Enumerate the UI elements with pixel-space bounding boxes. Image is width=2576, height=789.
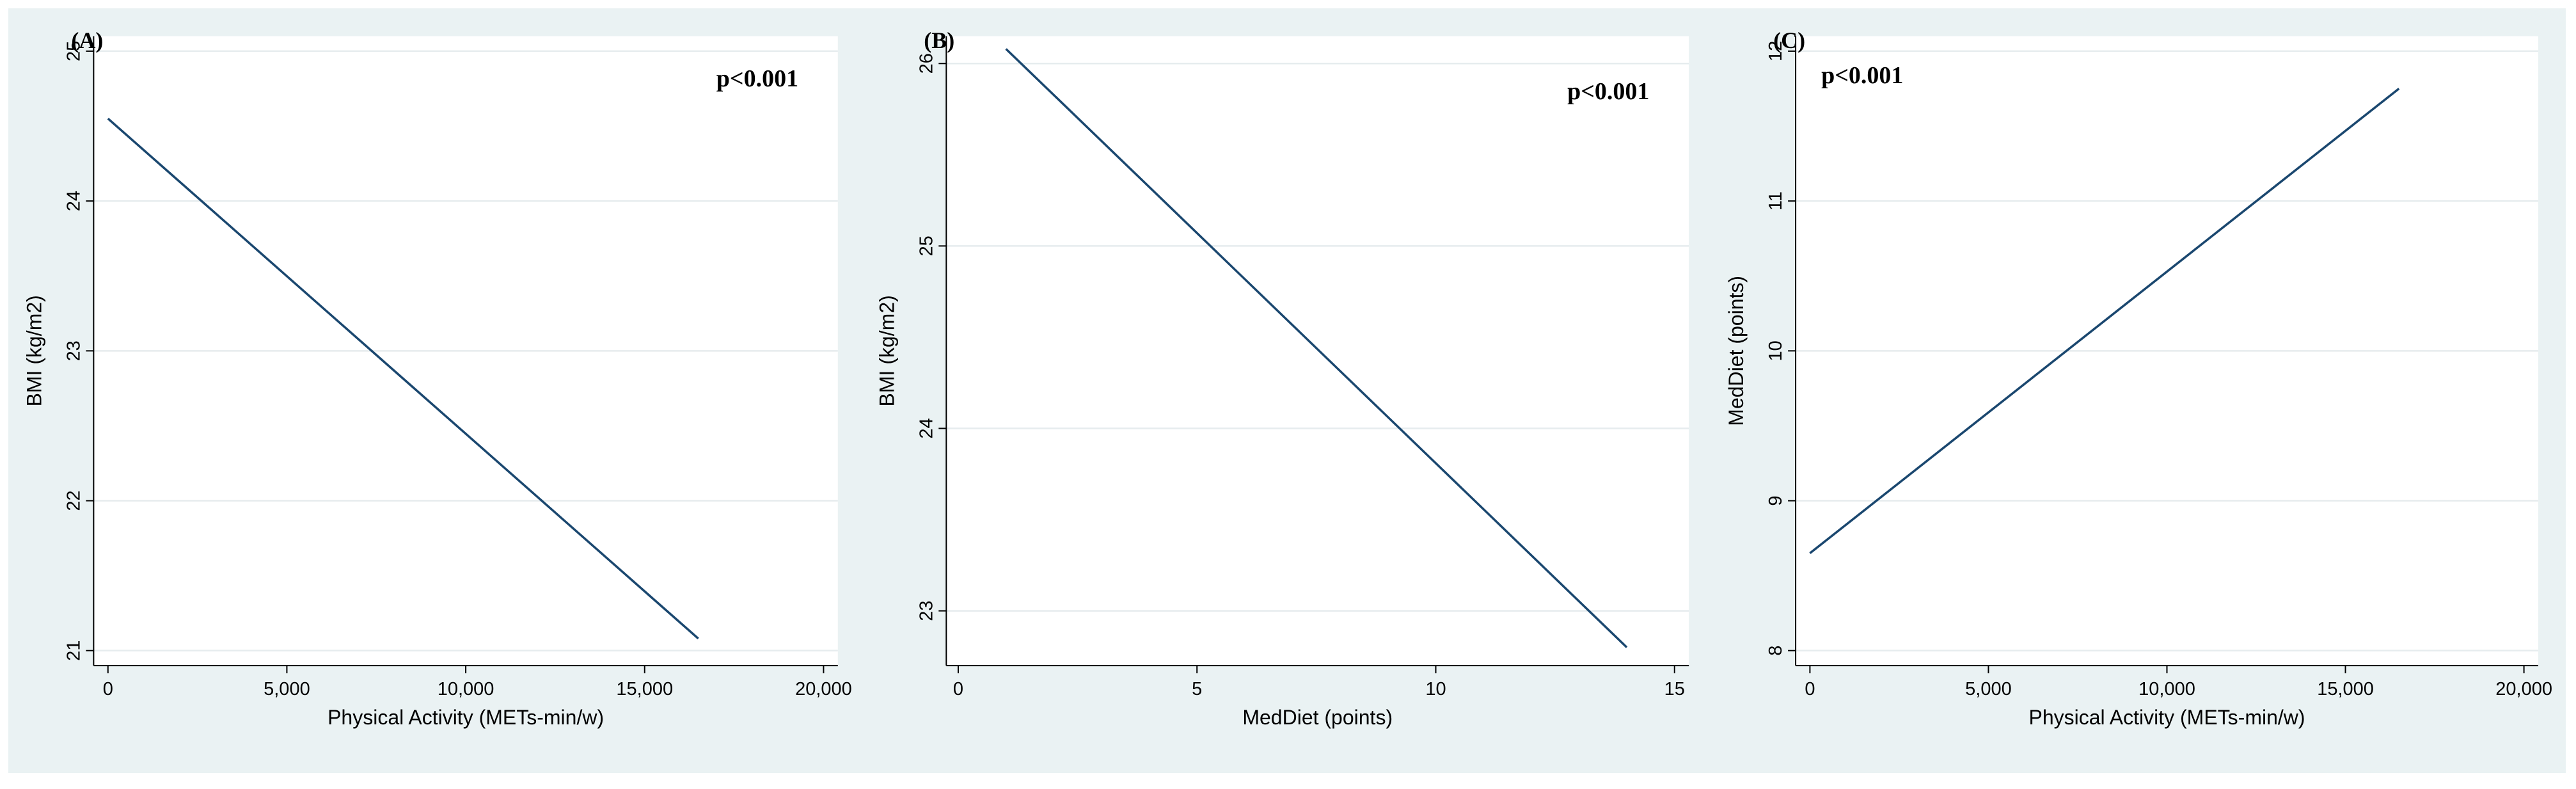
x-tick-label: 15 — [1664, 679, 1685, 699]
panel-label: (C) — [1773, 28, 1805, 53]
y-tick-label: 25 — [63, 41, 84, 61]
panel-label: (A) — [71, 28, 103, 53]
x-tick-label: 20,000 — [795, 679, 852, 699]
x-tick-label: 15,000 — [616, 679, 673, 699]
y-tick-label: 21 — [63, 641, 84, 661]
plot-area — [946, 36, 1689, 666]
x-axis-title: MedDiet (points) — [1242, 706, 1393, 729]
y-tick-label: 12 — [1766, 41, 1786, 61]
x-tick-label: 10,000 — [438, 679, 494, 699]
regression-line — [1809, 88, 2400, 554]
x-tick-label: 0 — [1805, 679, 1815, 699]
x-tick-label: 10 — [1425, 679, 1446, 699]
y-axis-title: MedDiet (points) — [1725, 276, 1748, 426]
x-tick-label: 15,000 — [2317, 679, 2374, 699]
panel-label: (B) — [924, 28, 954, 53]
p-value-annotation: p<0.001 — [1821, 62, 1903, 89]
y-tick-label: 26 — [916, 53, 936, 74]
x-tick-label: 20,000 — [2495, 679, 2552, 699]
x-tick-label: 5 — [1192, 679, 1202, 699]
y-tick-label: 10 — [1766, 340, 1786, 361]
y-tick-label: 24 — [916, 418, 936, 438]
y-tick-label: 22 — [63, 490, 84, 511]
x-axis-title: Physical Activity (METs-min/w) — [328, 706, 604, 729]
y-tick-label: 8 — [1766, 646, 1786, 656]
y-tick-label: 23 — [63, 340, 84, 361]
y-tick-label: 23 — [916, 600, 936, 621]
x-tick-label: 5,000 — [1965, 679, 2012, 699]
y-tick-label: 11 — [1766, 191, 1786, 211]
y-tick-label: 25 — [916, 235, 936, 256]
p-value-annotation: p<0.001 — [716, 65, 798, 92]
p-value-annotation: p<0.001 — [1567, 78, 1649, 105]
regression-line — [107, 117, 699, 640]
y-axis-title: BMI (kg/m2) — [875, 295, 898, 406]
x-tick-label: 0 — [103, 679, 113, 699]
y-axis-title: BMI (kg/m2) — [22, 295, 45, 406]
x-tick-label: 10,000 — [2138, 679, 2195, 699]
x-axis-title: Physical Activity (METs-min/w) — [2028, 706, 2305, 729]
regression-line — [1005, 48, 1628, 648]
x-tick-label: 0 — [953, 679, 963, 699]
x-tick-label: 5,000 — [264, 679, 310, 699]
y-tick-label: 24 — [63, 191, 84, 211]
y-tick-label: 9 — [1766, 495, 1786, 506]
